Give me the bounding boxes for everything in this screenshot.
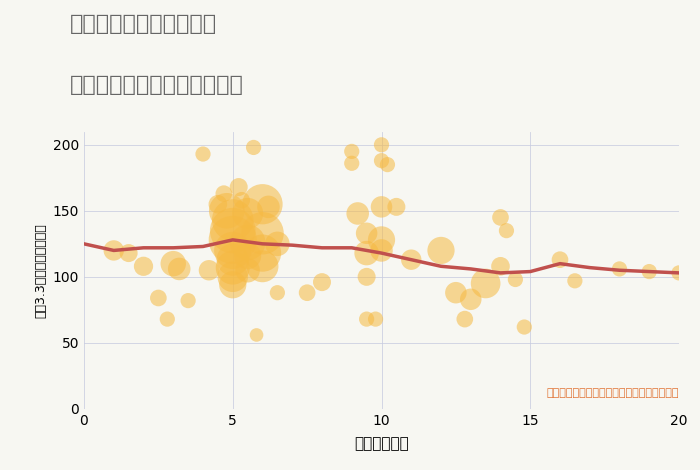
Text: 円の大きさは、取引のあった物件面積を示す: 円の大きさは、取引のあった物件面積を示す [547,388,679,398]
Point [218,190,230,197]
Point [302,289,313,297]
Point [212,201,223,208]
Point [174,265,185,273]
Point [242,266,253,274]
Point [376,157,387,164]
Point [673,269,685,277]
Point [251,331,262,339]
Point [569,277,580,284]
Point [263,203,274,211]
Point [236,196,247,204]
Point [376,247,387,254]
Text: 駅距離別中古マンション価格: 駅距離別中古マンション価格 [70,75,244,95]
Point [361,229,372,237]
Point [614,265,625,273]
Point [227,227,238,235]
Point [227,264,238,271]
Point [227,273,238,281]
Point [361,315,372,323]
Point [519,323,530,331]
Point [227,236,238,243]
Point [203,266,214,274]
Point [227,256,238,264]
Point [257,263,268,270]
Point [480,280,491,287]
Point [406,256,417,264]
Point [382,161,393,168]
Point [316,278,328,286]
Point [227,216,238,224]
Point [501,227,512,235]
Point [242,239,253,246]
Point [376,203,387,211]
Point [233,183,244,191]
X-axis label: 駅距離（分）: 駅距離（分） [354,436,409,451]
Point [162,315,173,323]
Point [123,249,134,257]
Point [465,296,476,303]
Point [376,141,387,149]
Point [495,214,506,221]
Point [510,276,521,283]
Point [459,315,470,323]
Point [361,273,372,281]
Point [183,297,194,305]
Point [227,247,238,254]
Point [435,247,447,254]
Point [272,240,283,248]
Point [197,150,209,158]
Point [370,315,381,323]
Point [450,289,461,297]
Point [138,263,149,270]
Point [227,281,238,289]
Point [257,229,268,237]
Point [108,247,119,254]
Point [257,201,268,208]
Point [346,148,357,155]
Point [248,144,259,151]
Point [272,289,283,297]
Text: 埼玉県川口市南鳩ヶ谷の: 埼玉県川口市南鳩ヶ谷の [70,14,217,34]
Point [352,210,363,217]
Point [376,236,387,243]
Point [242,210,253,217]
Y-axis label: 坪（3.3㎡）単価（万円）: 坪（3.3㎡）単価（万円） [34,223,47,318]
Point [495,263,506,270]
Point [644,268,655,275]
Point [221,207,232,215]
Point [346,159,357,167]
Point [554,256,566,264]
Point [242,252,253,259]
Point [391,203,402,211]
Point [361,249,372,257]
Point [153,294,164,302]
Point [168,260,179,267]
Point [257,249,268,257]
